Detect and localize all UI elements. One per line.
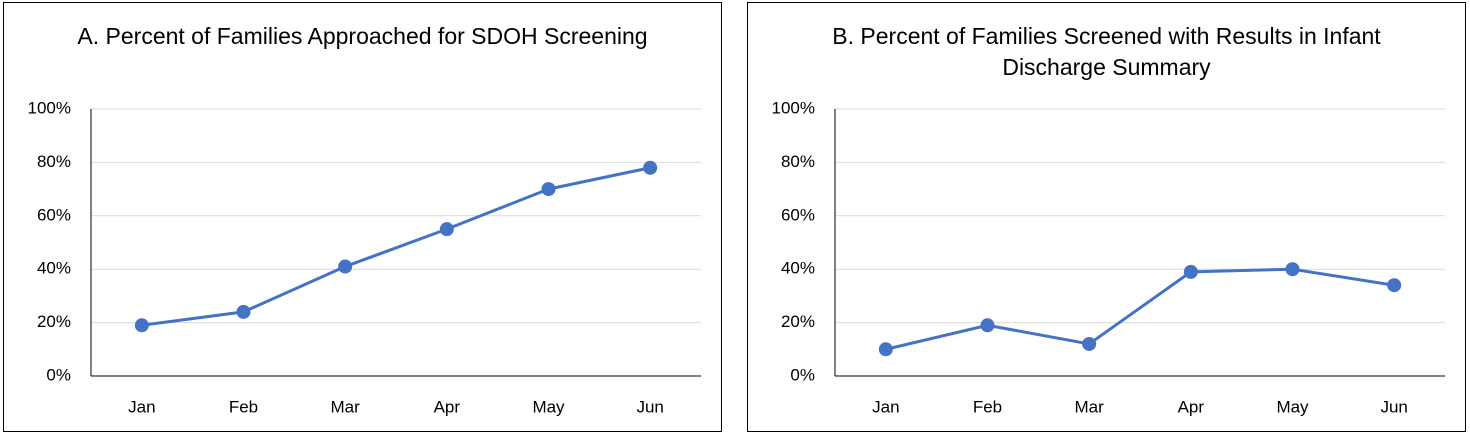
data-point	[980, 318, 995, 333]
y-tick-label: 60%	[781, 205, 815, 224]
data-point	[541, 182, 556, 197]
y-tick-label: 0%	[46, 365, 71, 384]
data-line	[885, 267, 1395, 351]
data-point	[439, 222, 454, 237]
x-tick-label: Apr	[1178, 397, 1205, 416]
y-tick-label: 20%	[781, 312, 815, 331]
y-tick-label: 40%	[37, 259, 71, 278]
y-tick-label: 20%	[37, 312, 71, 331]
y-tick-label: 80%	[781, 152, 815, 171]
data-point	[134, 318, 149, 333]
x-tick-label: May	[1276, 397, 1309, 416]
x-tick-label: Jan	[872, 397, 899, 416]
chart: 0% 20% 40% 60% 80% 100% Jan Feb Mar Apr May Jun	[772, 98, 1445, 416]
data-line	[141, 166, 651, 327]
y-tick-label: 80%	[37, 152, 71, 171]
chart-title: B. Percent of Families Screened with Res…	[832, 23, 1381, 80]
data-point	[1082, 336, 1097, 351]
y-tick-label: 100%	[772, 98, 815, 117]
y-tick-label: 100%	[28, 98, 71, 117]
x-tick-label: Jun	[636, 397, 663, 416]
x-tick-label: Jun	[1380, 397, 1407, 416]
data-point	[338, 259, 353, 274]
x-tick-label: Mar	[331, 397, 361, 416]
x-tick-label: May	[532, 397, 565, 416]
x-tick-label: Feb	[229, 397, 258, 416]
x-tick-label: Jan	[128, 397, 155, 416]
x-tick-label: Feb	[973, 397, 1002, 416]
y-tick-label: 60%	[37, 205, 71, 224]
x-tick-label: Mar	[1075, 397, 1105, 416]
chart-title: A. Percent of Families Approached for SD…	[77, 23, 648, 49]
y-tick-label: 0%	[790, 365, 815, 384]
data-point	[1285, 262, 1300, 277]
chart-panel: 0% 20% 40% 60% 80% 100% Jan Feb Mar Apr May Jun B. P…	[747, 2, 1466, 432]
data-point	[1183, 264, 1198, 279]
data-point	[236, 304, 251, 319]
data-point	[643, 160, 658, 175]
x-tick-label: Apr	[434, 397, 461, 416]
chart-panel: 0% 20% 40% 60% 80% 100% Jan Feb Mar Apr May Jun A. P…	[3, 2, 722, 432]
y-tick-label: 40%	[781, 259, 815, 278]
chart: 0% 20% 40% 60% 80% 100% Jan Feb Mar Apr May Jun	[28, 98, 701, 416]
data-point	[1387, 278, 1402, 293]
data-point	[878, 342, 893, 357]
